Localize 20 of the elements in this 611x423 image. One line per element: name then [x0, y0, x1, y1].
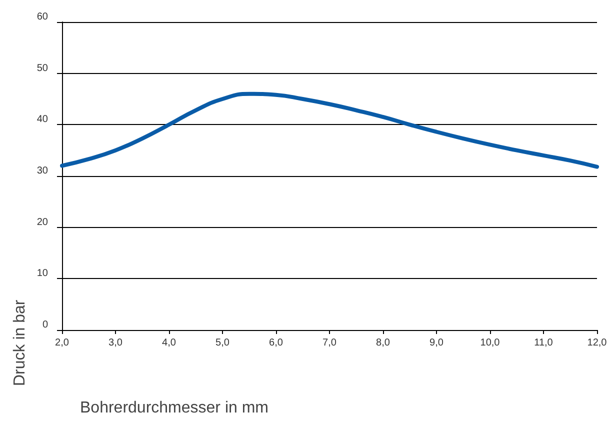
x-tick-label: 9,0 [430, 338, 444, 348]
x-tick-label: 5,0 [216, 338, 230, 348]
x-tick-label: 10,0 [480, 338, 500, 348]
x-tick-label: 8,0 [376, 338, 390, 348]
x-tick-label: 4,0 [162, 338, 176, 348]
y-tick-label: 0 [42, 320, 48, 330]
y-tick-label: 50 [36, 62, 48, 74]
y-tick-label: 20 [36, 216, 48, 228]
x-axis-title: Bohrerdurchmesser in mm [80, 400, 268, 416]
y-tick-label: 30 [36, 166, 48, 176]
x-tick-label: 11,0 [534, 338, 554, 348]
x-tick-label: 7,0 [322, 338, 337, 348]
x-tick-label: 3,0 [108, 338, 123, 348]
y-axis-title: Druck in bar [12, 299, 28, 386]
y-tick-label: 40 [36, 114, 48, 126]
x-tick-label: 12,0 [587, 338, 608, 348]
x-tick-label: 2,0 [55, 338, 70, 348]
y-tick-label: 10 [36, 268, 48, 280]
y-tick-label: 60 [36, 12, 48, 22]
x-tick-label: 6,0 [269, 338, 284, 348]
